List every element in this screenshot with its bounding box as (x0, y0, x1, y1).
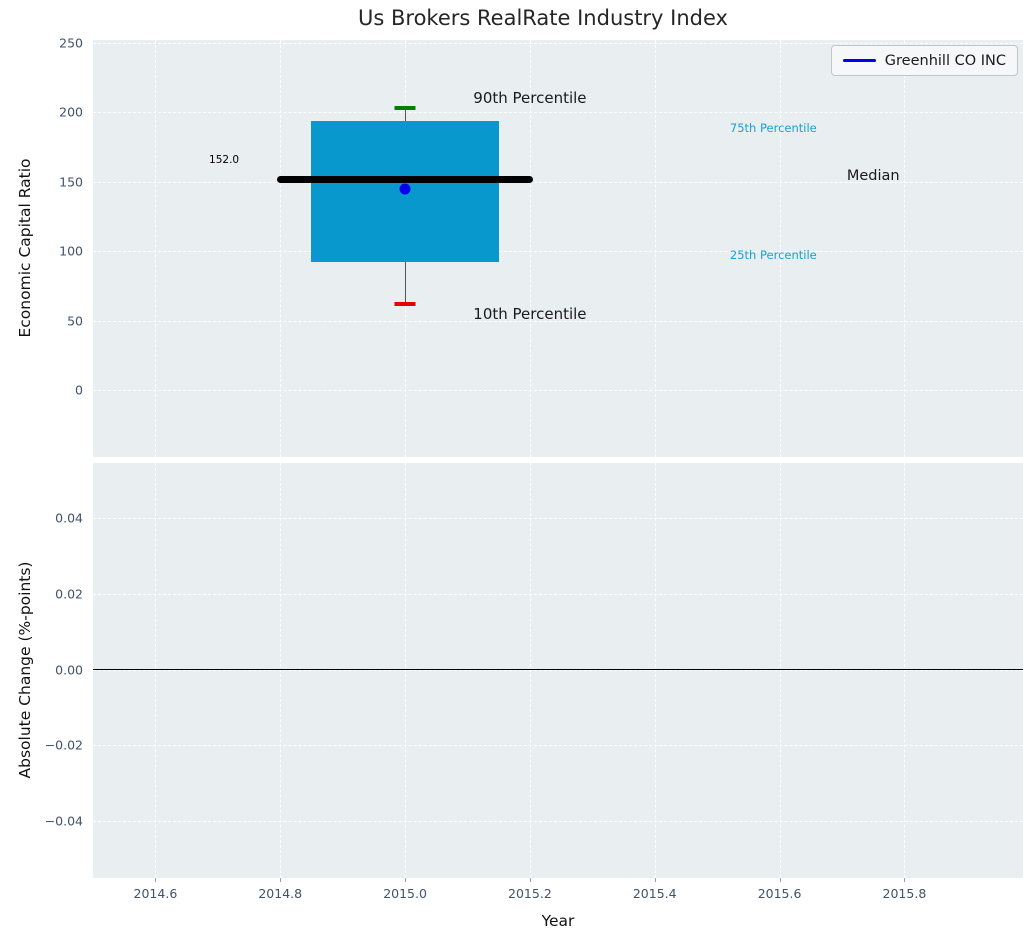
x-tick-label: 2015.0 (383, 886, 427, 901)
p90-label: 90th Percentile (473, 89, 587, 108)
median-line (277, 175, 534, 183)
x-tick-label: 2015.8 (882, 886, 927, 901)
y-tick-label: 100 (59, 243, 83, 259)
median-value-label: 152.0 (209, 153, 240, 166)
legend-line-sample (842, 59, 876, 62)
x-axis-label: Year (541, 912, 575, 930)
x-tick-label: 2015.2 (508, 886, 552, 901)
p10-cap (394, 302, 416, 306)
p10-label: 10th Percentile (473, 304, 587, 323)
legend-label: Greenhill CO INC (884, 52, 1006, 69)
grid-line-horizontal (93, 320, 1023, 322)
grid-line-vertical (779, 40, 781, 457)
y-tick-label: −0.04 (44, 813, 83, 829)
y-tick-label: 0.04 (55, 510, 83, 526)
grid-line-vertical (280, 40, 282, 457)
x-tick-mark (779, 878, 781, 882)
x-tick-mark (280, 878, 282, 882)
y-axis-label-top: Economic Capital Ratio (16, 158, 34, 338)
zero-line (93, 668, 1023, 671)
y-tick-label: 0 (75, 382, 83, 398)
grid-line-horizontal (93, 745, 1023, 747)
y-tick-label: 50 (67, 313, 83, 329)
x-tick-label: 2015.4 (632, 886, 677, 901)
bottom-plot-area: 2014.6 2014.8 2015.0 2015.2 2015.4 2015.6 2015… (45, 463, 1023, 901)
median-label: Median (846, 168, 900, 185)
grid-line-horizontal (93, 593, 1023, 595)
x-tick-mark (654, 878, 656, 882)
grid-line-horizontal (93, 112, 1023, 114)
y-tick-label: 0.00 (55, 662, 83, 678)
grid-line-vertical (654, 40, 656, 457)
x-tick-label: 2015.6 (757, 886, 802, 901)
top-plot-area: Greenhill CO INC 0 50 100 150 200 250 152.0 90t… (59, 35, 1023, 457)
y-tick-label: 200 (59, 104, 83, 120)
y-tick-label: 150 (59, 174, 83, 190)
p75-label: 75th Percentile (729, 120, 817, 135)
x-tick-mark (405, 878, 407, 882)
p90-cap (394, 106, 416, 110)
p25-label: 25th Percentile (729, 248, 817, 263)
y-tick-label: −0.02 (44, 737, 83, 753)
y-tick-label: 250 (59, 35, 83, 51)
x-tick-mark (155, 878, 157, 882)
grid-line-horizontal (93, 517, 1023, 519)
company-marker (399, 183, 411, 195)
x-tick-label: 2014.8 (258, 886, 303, 901)
grid-line-horizontal (93, 181, 1023, 183)
x-tick-label: 2014.6 (133, 886, 178, 901)
chart-title: Us Brokers RealRate Industry Index (358, 6, 728, 30)
grid-line-vertical (529, 40, 531, 457)
x-tick-mark (529, 878, 531, 882)
y-axis-label-bottom: Absolute Change (%-points) (16, 561, 34, 779)
y-tick-label: 0.02 (55, 586, 83, 602)
legend: Greenhill CO INC (830, 45, 1018, 76)
grid-line-vertical (155, 40, 157, 457)
grid-line-horizontal (93, 42, 1023, 44)
x-tick-mark (904, 878, 906, 882)
grid-line-horizontal (93, 390, 1023, 392)
grid-line-horizontal (93, 251, 1023, 253)
grid-line-vertical (904, 40, 906, 457)
grid-line-horizontal (93, 821, 1023, 823)
